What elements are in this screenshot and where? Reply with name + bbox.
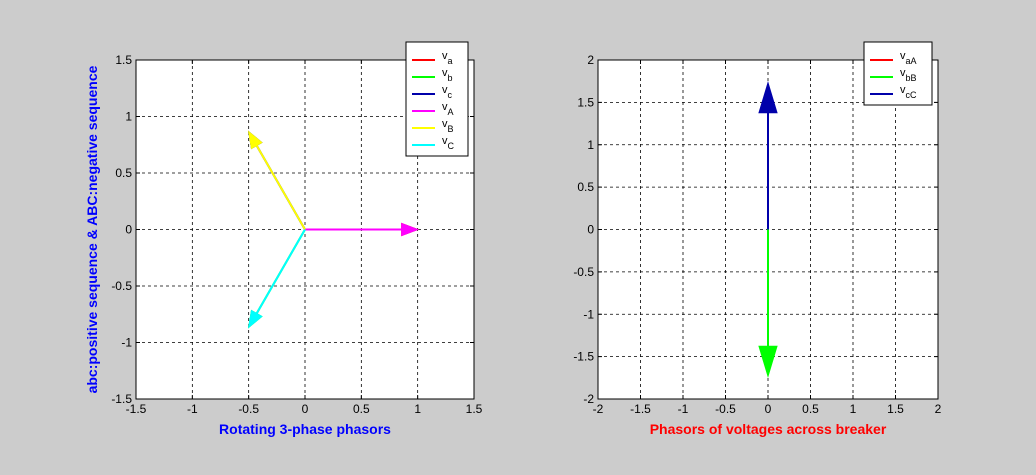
legend-label-sub: C xyxy=(448,141,455,151)
legend-label-C: vC xyxy=(442,135,455,151)
legend-label-main: v xyxy=(900,50,906,62)
legend-label-main: v xyxy=(442,50,448,62)
y-tick-label: 0.5 xyxy=(115,166,132,180)
legend-label-bB: vbB xyxy=(900,67,917,83)
y-tick-label: -1 xyxy=(583,307,594,321)
y-tick-label: -1.5 xyxy=(573,350,594,364)
phasor-C xyxy=(254,229,306,316)
legend-label-sub: c xyxy=(448,90,453,100)
y-tick-label: 0 xyxy=(125,223,132,237)
phasor-head-A xyxy=(401,222,420,237)
x-axis-label: Phasors of voltages across breaker xyxy=(650,421,887,437)
legend-label-c: vc xyxy=(442,84,453,100)
x-tick-label: 0 xyxy=(302,402,309,416)
y-tick-label: -0.5 xyxy=(111,279,132,293)
x-tick-label: -1.5 xyxy=(126,402,147,416)
phasor-chart-breaker: -2 -1.5 -1 -0.5 0 0.5 1 1.5 2 -2 -1.5 -1 -0.5 0 0.5 1 1.… xyxy=(573,41,942,437)
y-tick-label: 1.5 xyxy=(115,53,132,67)
y-tick-label: -0.5 xyxy=(573,265,594,279)
y-tick-label: -2 xyxy=(583,392,594,406)
phasor-B xyxy=(254,143,306,230)
legend-label-main: v xyxy=(900,84,906,96)
x-axis-label: Rotating 3-phase phasors xyxy=(219,421,391,437)
x-tick-label: -2 xyxy=(593,402,604,416)
x-tick-label: 1.5 xyxy=(466,402,483,416)
legend-label-main: v xyxy=(442,67,448,79)
x-tick-label: 2 xyxy=(935,402,942,416)
phasor-head-bB xyxy=(758,345,778,379)
y-tick-label: 1.5 xyxy=(577,95,594,109)
x-tick-label: -1.5 xyxy=(630,402,651,416)
legend-label-B: vB xyxy=(442,118,454,134)
legend-label-a: va xyxy=(442,50,453,66)
x-tick-label: 0.5 xyxy=(802,402,819,416)
phasor-head-B xyxy=(247,130,263,150)
x-tick-label: 1.5 xyxy=(887,402,904,416)
y-tick-label: -1.5 xyxy=(111,392,132,406)
legend-label-main: v xyxy=(442,101,448,113)
y-tick-label: 0.5 xyxy=(577,180,594,194)
y-tick-label: 1 xyxy=(587,138,594,152)
x-tick-label: -0.5 xyxy=(238,402,259,416)
legend-label-main: v xyxy=(900,67,906,79)
legend-label-main: v xyxy=(442,135,448,147)
x-tick-label: 0 xyxy=(765,402,772,416)
legend-label-aA: vaA xyxy=(900,50,917,66)
legend-label-b: vb xyxy=(442,67,453,83)
y-tick-label: -1 xyxy=(121,336,132,350)
legend-label-main: v xyxy=(442,84,448,96)
legend-label-sub: b xyxy=(448,73,453,83)
y-tick-label: 0 xyxy=(587,223,594,237)
phasor-head-C xyxy=(247,309,263,329)
legend-label-sub: cC xyxy=(906,90,918,100)
legend-label-sub: A xyxy=(448,107,454,117)
x-tick-label: -1 xyxy=(678,402,689,416)
legend-label-sub: aA xyxy=(906,56,917,66)
x-tick-label: 0.5 xyxy=(353,402,370,416)
x-tick-label: 1 xyxy=(414,402,421,416)
legend-label-sub: B xyxy=(448,124,454,134)
legend-label-sub: a xyxy=(448,56,453,66)
legend-box xyxy=(863,41,933,106)
y-axis-label: abc:positive sequence & ABC:negative seq… xyxy=(84,65,100,393)
legend-label-sub: bB xyxy=(906,73,917,83)
phasor-chart-rotating: -1.5 -1 -0.5 0 0.5 1 1.5 -1.5 -1 -0.5 0 0.5 1 1.5 Rota… xyxy=(84,41,483,437)
x-tick-label: -1 xyxy=(187,402,198,416)
phasor-head-cC xyxy=(758,80,778,114)
y-tick-label: 2 xyxy=(587,53,594,67)
legend-label-cC: vcC xyxy=(900,84,917,100)
legend-label-main: v xyxy=(442,118,448,130)
x-tick-label: -0.5 xyxy=(715,402,736,416)
x-tick-label: 1 xyxy=(850,402,857,416)
y-tick-label: 1 xyxy=(125,110,132,124)
legend-label-A: vA xyxy=(442,101,454,117)
